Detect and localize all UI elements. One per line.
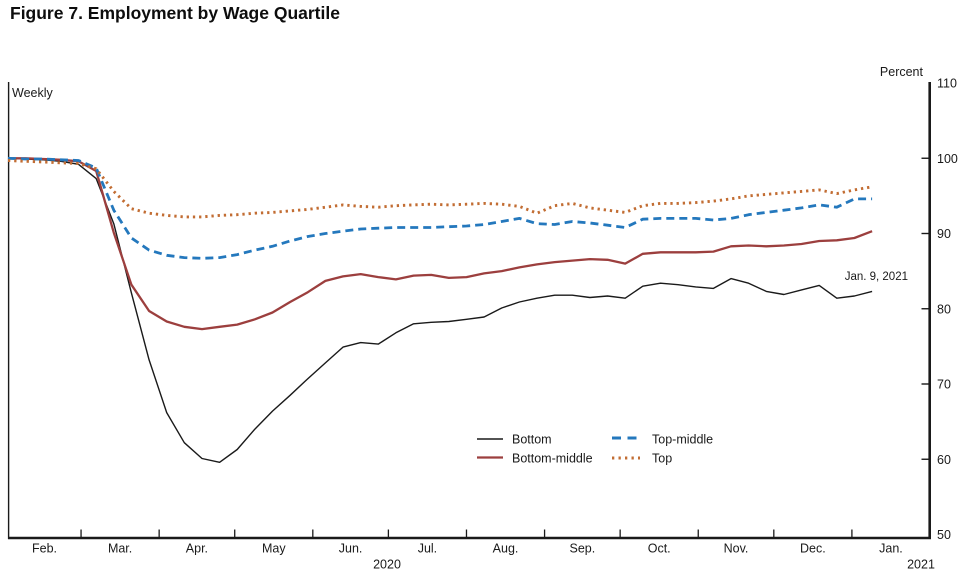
series-line-bottom-middle — [8, 157, 873, 331]
axes — [7, 82, 932, 540]
x-month-label: Dec. — [800, 542, 826, 556]
legend-label-bottom: Bottom — [512, 433, 552, 447]
series-lines — [7, 156, 873, 463]
legend-label-top-middle: Top-middle — [652, 433, 713, 447]
series-line-bottom — [7, 157, 873, 463]
legend: Bottom Bottom-middle Top-middle Top — [477, 433, 713, 466]
y-tick-label: 60 — [937, 453, 951, 467]
y-tick-label: 100 — [937, 152, 958, 166]
y-tick-label: 80 — [937, 302, 951, 316]
x-month-label: Feb. — [32, 542, 57, 556]
x-month-label: Oct. — [648, 542, 671, 556]
year-label-2021: 2021 — [907, 558, 935, 572]
latest-date-annotation: Jan. 9, 2021 — [845, 271, 908, 283]
x-month-label: Sep. — [570, 542, 596, 556]
x-month-label: Mar. — [108, 542, 132, 556]
x-month-label: Aug. — [493, 542, 519, 556]
x-month-label: Apr. — [186, 542, 208, 556]
y-tick-label: 110 — [937, 77, 957, 91]
series-line-top — [7, 159, 873, 219]
unit-label: Percent — [880, 65, 924, 79]
legend-label-top: Top — [652, 452, 672, 466]
x-month-label: Jul. — [418, 542, 437, 556]
frequency-label: Weekly — [12, 86, 54, 100]
x-axis-ticks — [80, 529, 853, 538]
x-axis-labels: Feb. Mar. Apr. May Jun. Jul. Aug. Sep. Oct. Nov. D… — [32, 542, 903, 556]
y-tick-label: 90 — [937, 227, 951, 241]
figure-title: Figure 7. Employment by Wage Quartile — [10, 3, 340, 23]
legend-label-bottom-middle: Bottom-middle — [512, 452, 593, 466]
series-line-top-middle — [7, 156, 873, 260]
x-month-label: Jan. — [879, 542, 903, 556]
x-month-label: May — [262, 542, 286, 556]
y-tick-label: 50 — [937, 528, 951, 542]
x-month-label: Nov. — [724, 542, 749, 556]
y-tick-label: 70 — [937, 378, 951, 392]
year-label-2020: 2020 — [373, 558, 401, 572]
y-axis-ticks — [921, 157, 929, 460]
y-axis-labels: 110 100 90 80 70 60 50 — [937, 77, 958, 543]
x-month-label: Jun. — [339, 542, 363, 556]
